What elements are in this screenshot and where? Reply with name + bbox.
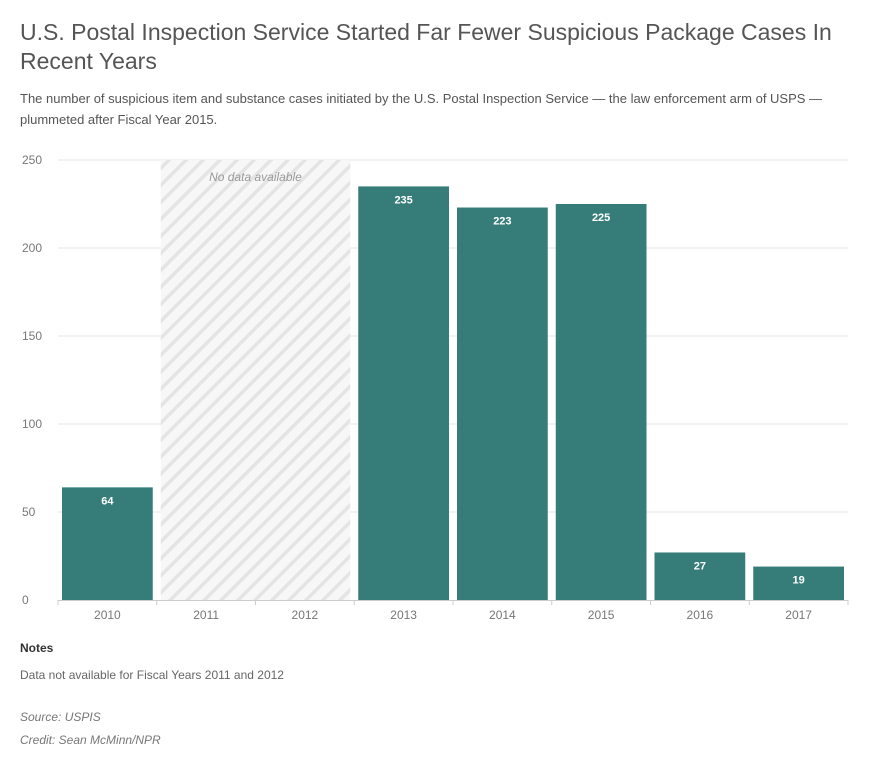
chart-title: U.S. Postal Inspection Service Started F… [20,19,832,74]
bar-2017 [753,566,844,600]
y-tick-label-100: 100 [22,417,42,431]
x-tick-label-2011: 2011 [193,608,219,622]
bar-label-2017: 19 [793,575,805,587]
y-tick-label-50: 50 [22,505,36,519]
x-tick-label-2015: 2015 [588,608,615,622]
y-tick-label-150: 150 [22,329,42,343]
bar-label-2010: 64 [101,495,114,507]
x-tick-label-2010: 2010 [94,608,121,622]
bar-2016 [654,552,746,600]
bar-label-2016: 27 [694,560,706,572]
bar-2010 [62,487,153,600]
bar-label-2013: 235 [394,194,412,206]
notes-text: Data not available for Fiscal Years 2011… [20,668,284,682]
bar-label-2015: 225 [592,212,610,224]
bar-2013 [358,186,449,600]
no-data-region: No data available [160,160,351,600]
y-tick-label-0: 0 [22,593,29,607]
bar-label-2014: 223 [493,216,511,228]
source-line: Source: USPIS [20,710,101,724]
y-tick-label-200: 200 [22,241,42,255]
no-data-label: No data available [209,170,302,184]
x-tick-label-2014: 2014 [489,608,516,622]
x-tick-label-2016: 2016 [687,608,714,622]
x-tick-label-2017: 2017 [785,608,812,622]
bar-chart: 0 50 100 150 200 250 No data available 64 235 2… [22,153,849,622]
bar-2014 [457,207,548,600]
bars: 64 235 223 225 27 19 [62,186,844,600]
no-data-hatch [160,160,351,600]
chart-subtitle: The number of suspicious item and substa… [20,91,823,127]
x-tick-label-2013: 2013 [390,608,417,622]
credit-line: Credit: Sean McMinn/NPR [20,733,161,747]
bar-2015 [555,204,647,600]
x-axis: 2010 2011 2012 2013 2014 2015 2016 2017 [57,600,849,622]
notes-heading: Notes [20,641,54,655]
y-tick-label-250: 250 [22,153,42,167]
x-tick-label-2012: 2012 [292,608,319,622]
